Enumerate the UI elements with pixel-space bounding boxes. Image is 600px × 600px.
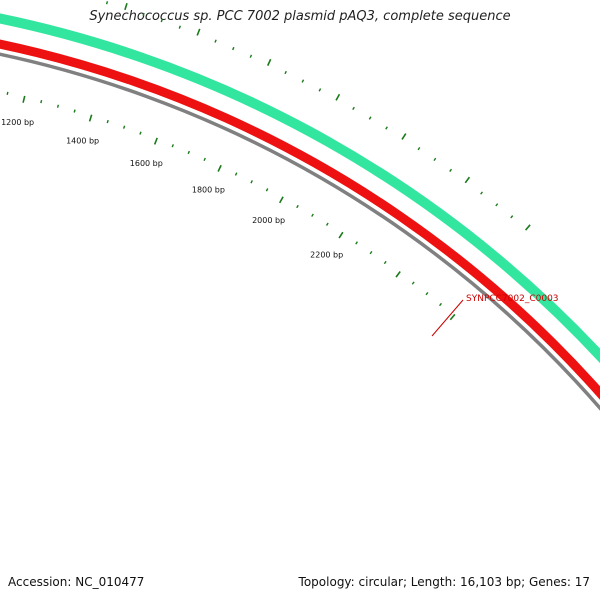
outer-tick [401, 133, 407, 140]
outer-tick [352, 106, 355, 111]
outer-tick [495, 203, 499, 207]
outer-tick [449, 168, 453, 172]
tick-label: 2000 bp [252, 216, 285, 225]
inner-tick [73, 109, 76, 113]
tick-label: 1600 bp [130, 159, 163, 168]
gene-label-leader [431, 299, 464, 337]
outer-tick [232, 46, 235, 51]
map-title: Synechococcus sp. PCC 7002 plasmid pAQ3,… [89, 9, 511, 24]
inner-tick [187, 150, 191, 155]
inner-tick [338, 231, 344, 239]
outer-tick [318, 88, 322, 92]
outer-tick [105, 1, 109, 5]
inner-tick [153, 137, 158, 145]
outer-tick [433, 157, 437, 162]
inner-tick [6, 91, 9, 95]
gene-label-group[interactable]: SYNPCC7002_C0003 [431, 294, 559, 337]
tick-label: 2200 bp [310, 251, 343, 260]
tick-layer [6, 1, 531, 321]
outer-tick [178, 25, 181, 29]
accession-info: Accession: NC_010477 [8, 575, 144, 589]
inner-tick [122, 125, 126, 129]
outer-tick [524, 224, 531, 231]
inner-tick [383, 260, 387, 265]
outer-tick [368, 116, 372, 120]
outer-tick [266, 58, 272, 66]
tick-label: 1400 bp [66, 136, 99, 145]
inner-tick [40, 100, 43, 104]
outer-tick [196, 28, 201, 36]
outer-tick [124, 2, 128, 11]
inner-tick [203, 157, 206, 162]
outer-tick [480, 191, 484, 195]
outer-tick [301, 79, 305, 83]
gene-arc[interactable] [0, 8, 600, 400]
reverse-gene-2[interactable] [0, 29, 600, 420]
accession-value: NC_010477 [75, 575, 145, 589]
inner-tick [296, 204, 299, 209]
inner-tick [88, 114, 93, 122]
backbone-layer [0, 52, 600, 411]
inner-tick [325, 222, 329, 226]
outer-tick [284, 70, 287, 75]
tick-label: 1200 bp [1, 118, 34, 127]
inner-tick [171, 144, 174, 148]
inner-tick [395, 270, 401, 278]
inner-tick [234, 172, 238, 176]
outer-tick [335, 93, 341, 101]
inner-tick [56, 104, 60, 108]
outer-tick [510, 215, 514, 219]
inner-tick [250, 180, 253, 184]
inner-tick [22, 95, 26, 103]
accession-label: Accession: [8, 575, 72, 589]
backbone-circle [0, 52, 600, 411]
inner-tick [439, 302, 442, 307]
outer-tick [160, 18, 163, 23]
gene-arrow[interactable] [0, 29, 600, 420]
topology-info: Topology: circular; Length: 16,103 bp; G… [298, 575, 590, 589]
inner-tick [411, 281, 415, 285]
inner-tick [311, 213, 314, 217]
inner-tick [278, 196, 284, 204]
inner-tick [355, 241, 359, 245]
inner-tick [139, 131, 142, 135]
outer-tick [385, 126, 388, 130]
inner-tick [106, 119, 109, 124]
tick-label: 1800 bp [192, 185, 225, 194]
inner-tick [369, 250, 373, 255]
outer-tick [417, 147, 421, 151]
gene-label[interactable]: SYNPCC7002_C0003 [466, 294, 559, 304]
outer-tick [214, 39, 217, 43]
forward-gene-1[interactable] [0, 8, 600, 400]
outer-tick [464, 176, 471, 184]
outer-tick [249, 54, 253, 58]
inner-tick [449, 313, 456, 321]
inner-tick [217, 164, 222, 172]
gene-layer [0, 8, 600, 420]
inner-tick [425, 292, 429, 296]
inner-tick [265, 188, 269, 192]
outer-tick [142, 12, 145, 17]
